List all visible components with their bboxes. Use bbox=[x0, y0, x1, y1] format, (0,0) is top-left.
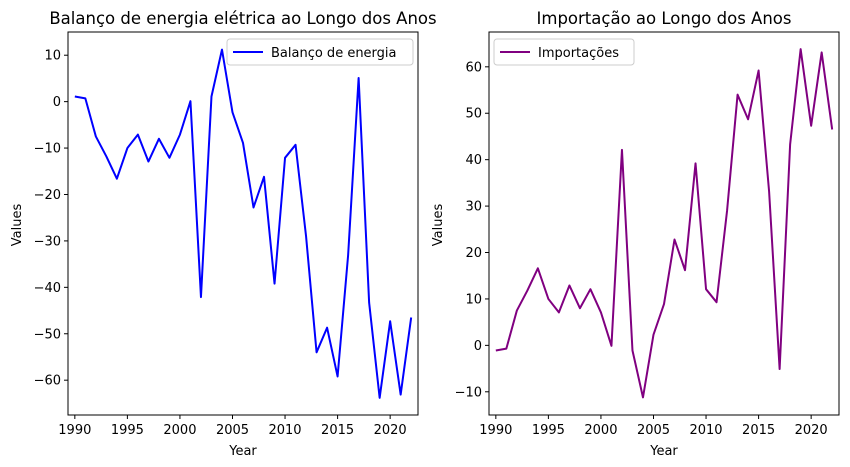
x-tick-label: 2015 bbox=[742, 423, 775, 438]
energy-balance-chart: Balanço de energia elétrica ao Longo dos… bbox=[10, 9, 437, 459]
legend: Balanço de energia bbox=[226, 38, 414, 66]
y-tick-label: −10 bbox=[34, 142, 61, 157]
y-tick-label: 60 bbox=[465, 60, 482, 75]
x-axis-label: Year bbox=[228, 444, 257, 459]
series-line bbox=[495, 48, 834, 399]
y-tick-label: 30 bbox=[465, 200, 482, 215]
legend-frame bbox=[226, 38, 414, 66]
x-axis-ticks: 1990 1995 2000 2005 2010 2015 2020 bbox=[58, 415, 407, 438]
x-tick-label: 2005 bbox=[637, 423, 670, 438]
legend-frame bbox=[493, 38, 635, 66]
legend: Importações bbox=[493, 38, 635, 66]
y-axis-label: Values bbox=[10, 204, 25, 247]
x-tick-label: 2000 bbox=[163, 423, 196, 438]
series-line bbox=[74, 48, 413, 399]
y-tick-label: 20 bbox=[465, 246, 482, 261]
y-axis-label: Values bbox=[431, 204, 446, 247]
x-tick-label: 1995 bbox=[111, 423, 144, 438]
x-axis-label: Year bbox=[649, 444, 678, 459]
y-tick-label: −60 bbox=[34, 374, 61, 389]
legend-label: Balanço de energia bbox=[271, 46, 397, 61]
x-tick-label: 2000 bbox=[584, 423, 617, 438]
x-axis-ticks: 1990 1995 2000 2005 2010 2015 2020 bbox=[479, 415, 828, 438]
x-tick-label: 1990 bbox=[479, 423, 512, 438]
imports-chart: Importação ao Longo dos Anos Year Values… bbox=[431, 9, 840, 459]
y-tick-label: 0 bbox=[474, 339, 482, 354]
y-tick-label: −40 bbox=[34, 281, 61, 296]
plot-frame bbox=[488, 31, 840, 416]
y-tick-label: −20 bbox=[34, 188, 61, 203]
chart-title: Importação ao Longo dos Anos bbox=[537, 9, 792, 28]
x-tick-label: 1990 bbox=[58, 423, 91, 438]
x-tick-label: 2020 bbox=[795, 423, 828, 438]
y-tick-label: −30 bbox=[34, 234, 61, 249]
plot-lines bbox=[74, 48, 413, 399]
y-tick-label: 0 bbox=[53, 95, 61, 110]
y-tick-label: 10 bbox=[44, 49, 61, 64]
y-tick-label: −10 bbox=[455, 385, 482, 400]
plot-frame bbox=[67, 31, 419, 416]
x-tick-label: 2010 bbox=[689, 423, 722, 438]
x-tick-label: 2015 bbox=[321, 423, 354, 438]
y-axis-ticks: 10 0 −10 −20 −30 −40 −50 −60 bbox=[34, 49, 68, 389]
y-tick-label: −50 bbox=[34, 327, 61, 342]
x-tick-label: 1995 bbox=[532, 423, 565, 438]
y-tick-label: 10 bbox=[465, 292, 482, 307]
x-tick-label: 2020 bbox=[374, 423, 407, 438]
x-tick-label: 2010 bbox=[268, 423, 301, 438]
y-tick-label: 40 bbox=[465, 153, 482, 168]
y-axis-ticks: 60 50 40 30 20 10 0 −10 bbox=[455, 60, 489, 400]
x-tick-label: 2005 bbox=[216, 423, 249, 438]
chart-title: Balanço de energia elétrica ao Longo dos… bbox=[49, 9, 436, 28]
legend-label: Importações bbox=[538, 46, 619, 61]
y-tick-label: 50 bbox=[465, 107, 482, 122]
plot-lines bbox=[495, 48, 834, 399]
